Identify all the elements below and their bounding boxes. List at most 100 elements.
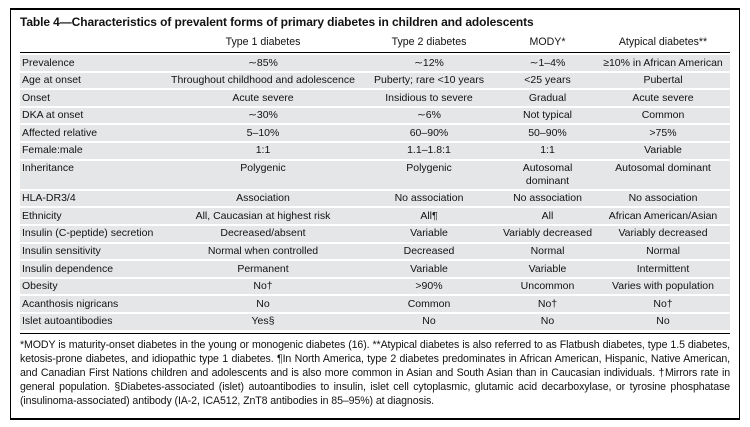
cell: Gradual <box>499 90 596 106</box>
cell: No <box>499 313 596 330</box>
cell: Intermittent <box>596 261 730 277</box>
cell: All, Caucasian at highest risk <box>167 208 359 224</box>
cell: Puberty; rare <10 years <box>359 72 499 89</box>
table-row: Prevalence ∼85% ∼12% ∼1–4% ≥10% in Afric… <box>20 55 730 71</box>
cell: Variable <box>499 261 596 277</box>
cell: Acute severe <box>167 90 359 106</box>
cell: ∼6% <box>359 107 499 124</box>
table-row: DKA at onset ∼30% ∼6% Not typical Common <box>20 107 730 124</box>
cell: 50–90% <box>499 125 596 141</box>
column-header-atypical: Atypical diabetes** <box>596 35 730 53</box>
cell: <25 years <box>499 72 596 89</box>
cell: Autosomal dominant <box>596 160 730 189</box>
table-row: Onset Acute severe Insidious to severe G… <box>20 90 730 106</box>
column-header-blank <box>20 35 167 53</box>
cell: Uncommon <box>499 278 596 295</box>
column-header-type2: Type 2 diabetes <box>359 35 499 53</box>
cell: Variable <box>359 261 499 277</box>
cell: 60–90% <box>359 125 499 141</box>
table-title: Table 4—Characteristics of prevalent for… <box>20 15 534 29</box>
cell: Common <box>359 296 499 312</box>
cell: No <box>359 313 499 330</box>
cell: Normal when controlled <box>167 243 359 260</box>
cell: Normal <box>499 243 596 260</box>
cell: ∼30% <box>167 107 359 124</box>
table-row: Inheritance Polygenic Polygenic Autosoma… <box>20 160 730 189</box>
cell: Variable <box>359 225 499 242</box>
cell: Variably decreased <box>499 225 596 242</box>
row-label: Ethnicity <box>20 208 167 224</box>
table-row: Female:male 1:1 1.1–1.8:1 1:1 Variable <box>20 142 730 159</box>
row-label: Onset <box>20 90 167 106</box>
cell: All¶ <box>359 208 499 224</box>
cell: >90% <box>359 278 499 295</box>
table-row: Insulin sensitivity Normal when controll… <box>20 243 730 260</box>
cell: No <box>596 313 730 330</box>
column-header-type1: Type 1 diabetes <box>167 35 359 53</box>
cell: Permanent <box>167 261 359 277</box>
cell: >75% <box>596 125 730 141</box>
cell: Not typical <box>499 107 596 124</box>
table-row: Obesity No† >90% Uncommon Varies with po… <box>20 278 730 295</box>
table-row: Islet autoantibodies Yes§ No No No <box>20 313 730 330</box>
cell: Common <box>596 107 730 124</box>
cell: 5–10% <box>167 125 359 141</box>
row-label: Insulin (C-peptide) secretion <box>20 225 167 242</box>
row-label: Inheritance <box>20 160 167 189</box>
table-row: Acanthosis nigricans No Common No† No† <box>20 296 730 312</box>
cell: Yes§ <box>167 313 359 330</box>
cell: Acute severe <box>596 90 730 106</box>
row-label: Insulin sensitivity <box>20 243 167 260</box>
table-row: HLA-DR3/4 Association No association No … <box>20 190 730 207</box>
cell: Polygenic <box>359 160 499 189</box>
row-label: HLA-DR3/4 <box>20 190 167 207</box>
cell: ∼12% <box>359 55 499 71</box>
column-header-mody: MODY* <box>499 35 596 53</box>
cell: Variable <box>596 142 730 159</box>
cell: No† <box>596 296 730 312</box>
cell: No association <box>499 190 596 207</box>
diabetes-characteristics-table: Type 1 diabetes Type 2 diabetes MODY* At… <box>20 33 730 332</box>
cell: 1:1 <box>499 142 596 159</box>
row-label: DKA at onset <box>20 107 167 124</box>
row-label: Age at onset <box>20 72 167 89</box>
row-label: Prevalence <box>20 55 167 71</box>
cell: Decreased <box>359 243 499 260</box>
cell: Normal <box>596 243 730 260</box>
cell: African American/Asian <box>596 208 730 224</box>
cell: 1.1–1.8:1 <box>359 142 499 159</box>
cell: No† <box>167 278 359 295</box>
cell: 1:1 <box>167 142 359 159</box>
table-footnote: *MODY is maturity-onset diabetes in the … <box>20 332 730 408</box>
row-label: Insulin dependence <box>20 261 167 277</box>
cell: Polygenic <box>167 160 359 189</box>
row-label: Acanthosis nigricans <box>20 296 167 312</box>
cell: ∼85% <box>167 55 359 71</box>
table-row: Ethnicity All, Caucasian at highest risk… <box>20 208 730 224</box>
row-label: Female:male <box>20 142 167 159</box>
cell: Insidious to severe <box>359 90 499 106</box>
row-label: Affected relative <box>20 125 167 141</box>
header-row: Type 1 diabetes Type 2 diabetes MODY* At… <box>20 35 730 53</box>
cell: Association <box>167 190 359 207</box>
cell: No association <box>596 190 730 207</box>
table-row: Age at onset Throughout childhood and ad… <box>20 72 730 89</box>
row-label: Islet autoantibodies <box>20 313 167 330</box>
cell: Throughout childhood and adolescence <box>167 72 359 89</box>
cell: Pubertal <box>596 72 730 89</box>
cell: Autosomal dominant <box>499 160 596 189</box>
cell: Varies with population <box>596 278 730 295</box>
table-row: Insulin dependence Permanent Variable Va… <box>20 261 730 277</box>
cell: All <box>499 208 596 224</box>
row-label: Obesity <box>20 278 167 295</box>
cell: No <box>167 296 359 312</box>
table-row: Insulin (C-peptide) secretion Decreased/… <box>20 225 730 242</box>
table-container: Table 4—Characteristics of prevalent for… <box>10 8 740 420</box>
cell: Decreased/absent <box>167 225 359 242</box>
cell: ∼1–4% <box>499 55 596 71</box>
cell: ≥10% in African American <box>596 55 730 71</box>
cell: Variably decreased <box>596 225 730 242</box>
cell: No† <box>499 296 596 312</box>
table-row: Affected relative 5–10% 60–90% 50–90% >7… <box>20 125 730 141</box>
cell: No association <box>359 190 499 207</box>
